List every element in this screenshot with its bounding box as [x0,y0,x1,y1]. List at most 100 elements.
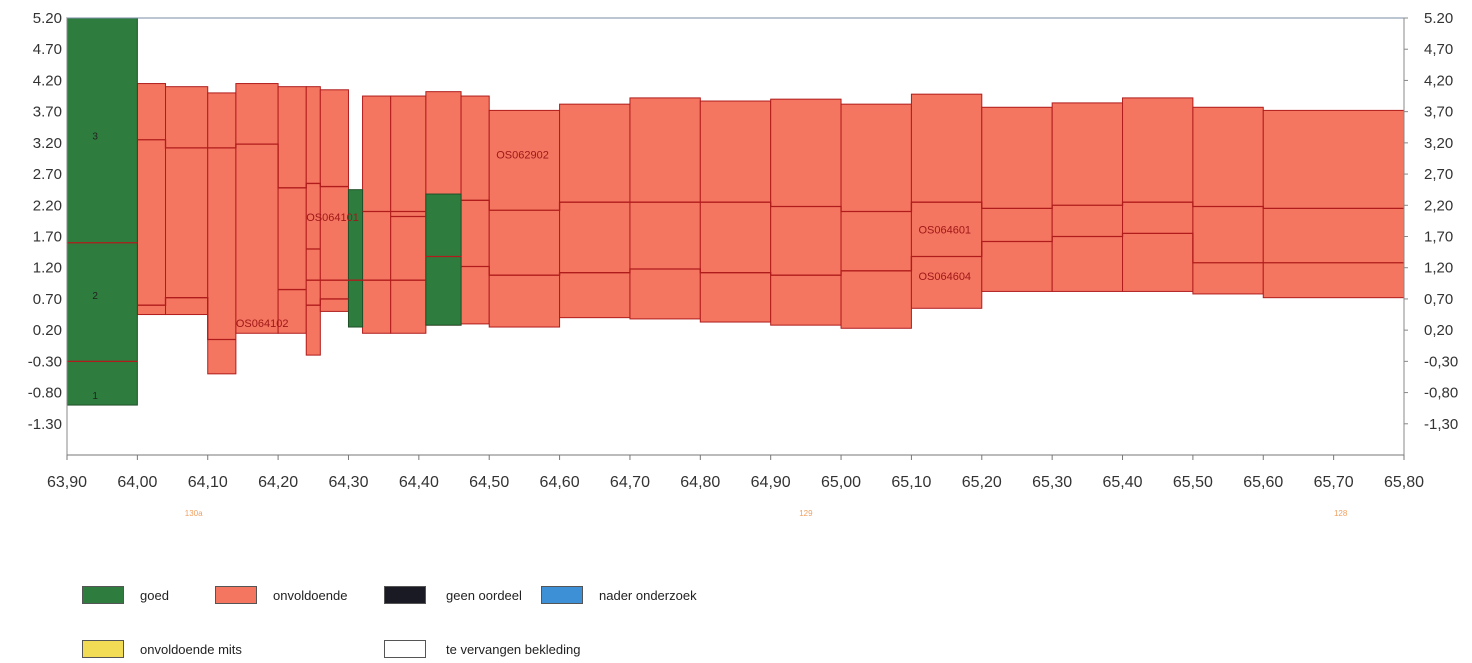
segment-onvoldoende [460,95,490,325]
segment-onvoldoende [981,106,1053,292]
y-tick-label: -0.80 [28,385,62,402]
legend-label-te-vervangen-bekleding: te vervangen bekleding [446,641,581,657]
y-tick-label-right: 4,20 [1424,72,1453,89]
y-tick-label-right: 0,20 [1424,322,1453,339]
x-tick-label: 64,60 [540,474,580,491]
segment-code-label: OS062902 [496,149,549,161]
segment-goed [66,17,138,406]
segment-onvoldoende [1262,109,1405,299]
chart-container: 5.20 5.20 4.70 4,70 4.20 4,20 3.70 3,70 3.20 3,20… [28,10,1458,518]
segment-onvoldoende [488,109,561,328]
legend-item-onvoldoende-mits: onvoldoende mits [82,640,242,658]
y-tick-label: 5.20 [33,10,62,27]
legend-swatch-geen-oordeel [384,586,426,604]
y-tick-label-right: -0,80 [1424,385,1458,402]
section-label: 129 [799,509,813,518]
segment-onvoldoende [136,83,167,316]
legend-swatch-te-vervangen-bekleding [384,640,426,658]
legend-item-onvoldoende: onvoldoende [215,586,347,604]
legend-item-te-vervangen-bekleding: te vervangen bekleding [384,640,580,658]
x-tick-label: 64,20 [258,474,298,491]
y-tick-label: 2.20 [33,197,62,214]
x-tick-label: 64,30 [328,474,368,491]
x-tick-label: 65,20 [962,474,1002,491]
y-tick-label-right: -1,30 [1424,416,1458,433]
x-tick-label: 64,10 [188,474,228,491]
x-tick-label: 65,60 [1243,474,1283,491]
x-tick-label: 64,40 [399,474,439,491]
y-tick-label: 3.70 [33,104,62,121]
y-tick-label-right: 3,20 [1424,135,1453,152]
y-tick-label: -1.30 [28,416,62,433]
segment-onvoldoende [390,95,427,334]
y-tick-label-right: 1,70 [1424,229,1453,246]
y-tick-label: 1.20 [33,260,62,277]
layer-number-label: 2 [92,291,98,302]
x-tick-label: 65,50 [1173,474,1213,491]
y-tick-label-right: 1,20 [1424,260,1453,277]
y-tick-label-right: 0,70 [1424,291,1453,308]
x-tick-label: 65,00 [821,474,861,491]
layer-number-label: 3 [92,132,98,143]
segment-onvoldoende [319,89,349,312]
layer-line [306,298,349,306]
segment-onvoldoende [165,86,209,316]
segment-code-label: OS064604 [918,271,971,283]
x-tick-label: 64,00 [117,474,157,491]
legend-swatch-goed [82,586,124,604]
segment-onvoldoende [1192,106,1264,295]
legend-item-goed: goed [82,586,169,604]
y-tick-label: 0.70 [33,291,62,308]
segment-onvoldoende [699,100,772,323]
legend-label-geen-oordeel: geen oordeel [446,587,522,603]
y-tick-label: 1.70 [33,229,62,246]
segment-onvoldoende [235,83,279,334]
section-label: 130a [185,509,203,518]
segment-onvoldoende [840,103,912,329]
segment-onvoldoende [629,97,701,320]
y-tick-label: 2.70 [33,166,62,183]
layer-number-label: 1 [92,391,98,402]
y-tick-label: 3.20 [33,135,62,152]
x-tick-label: 65,70 [1314,474,1354,491]
x-tick-label: 64,80 [680,474,720,491]
legend: goed onvoldoende geen oordeel nader onde… [0,570,1472,663]
x-tick-label: 64,90 [751,474,791,491]
section-label: 128 [1334,509,1348,518]
x-tick-label: 65,80 [1384,474,1424,491]
legend-label-onvoldoende-mits: onvoldoende mits [140,641,242,657]
segment-onvoldoende [770,98,842,326]
segment-onvoldoende [1051,102,1124,292]
legend-label-onvoldoende: onvoldoende [273,587,348,603]
segment-onvoldoende [910,93,983,309]
x-tick-label: 64,70 [610,474,650,491]
legend-swatch-onvoldoende-mits [82,640,124,658]
segment-goed [425,193,462,326]
legend-swatch-onvoldoende [215,586,257,604]
legend-item-nader-onderzoek: nader onderzoek [541,586,697,604]
segment-onvoldoende [207,92,237,375]
layer-line [137,297,236,341]
y-tick-label: 4.20 [33,72,62,89]
segment-code-label: OS064101 [306,212,359,224]
layer-line [461,232,1404,276]
layer-line [461,199,1404,213]
y-tick-label-right: 2,20 [1424,197,1453,214]
y-tick-label-right: -0,30 [1424,353,1458,370]
segment-code-label: OS064601 [918,224,971,236]
x-tick-label: 64,50 [469,474,509,491]
legend-item-geen-oordeel: geen oordeel [384,586,522,604]
x-tick-label: 65,40 [1103,474,1143,491]
chart-svg: 5.20 5.20 4.70 4,70 4.20 4,20 3.70 3,70 3.20 3,20… [28,10,1458,518]
y-tick-label: -0.30 [28,353,62,370]
segment-onvoldoende [277,86,307,334]
y-tick-label: 0.20 [33,322,62,339]
segment-code-label: OS064102 [236,318,289,330]
x-tick-label: 63,90 [47,474,87,491]
segment-onvoldoende [362,95,392,334]
y-tick-label-right: 3,70 [1424,104,1453,121]
segment-onvoldoende [1122,97,1194,292]
y-tick-label-right: 2,70 [1424,166,1453,183]
x-tick-label: 65,10 [891,474,931,491]
segment-goed [347,189,364,328]
